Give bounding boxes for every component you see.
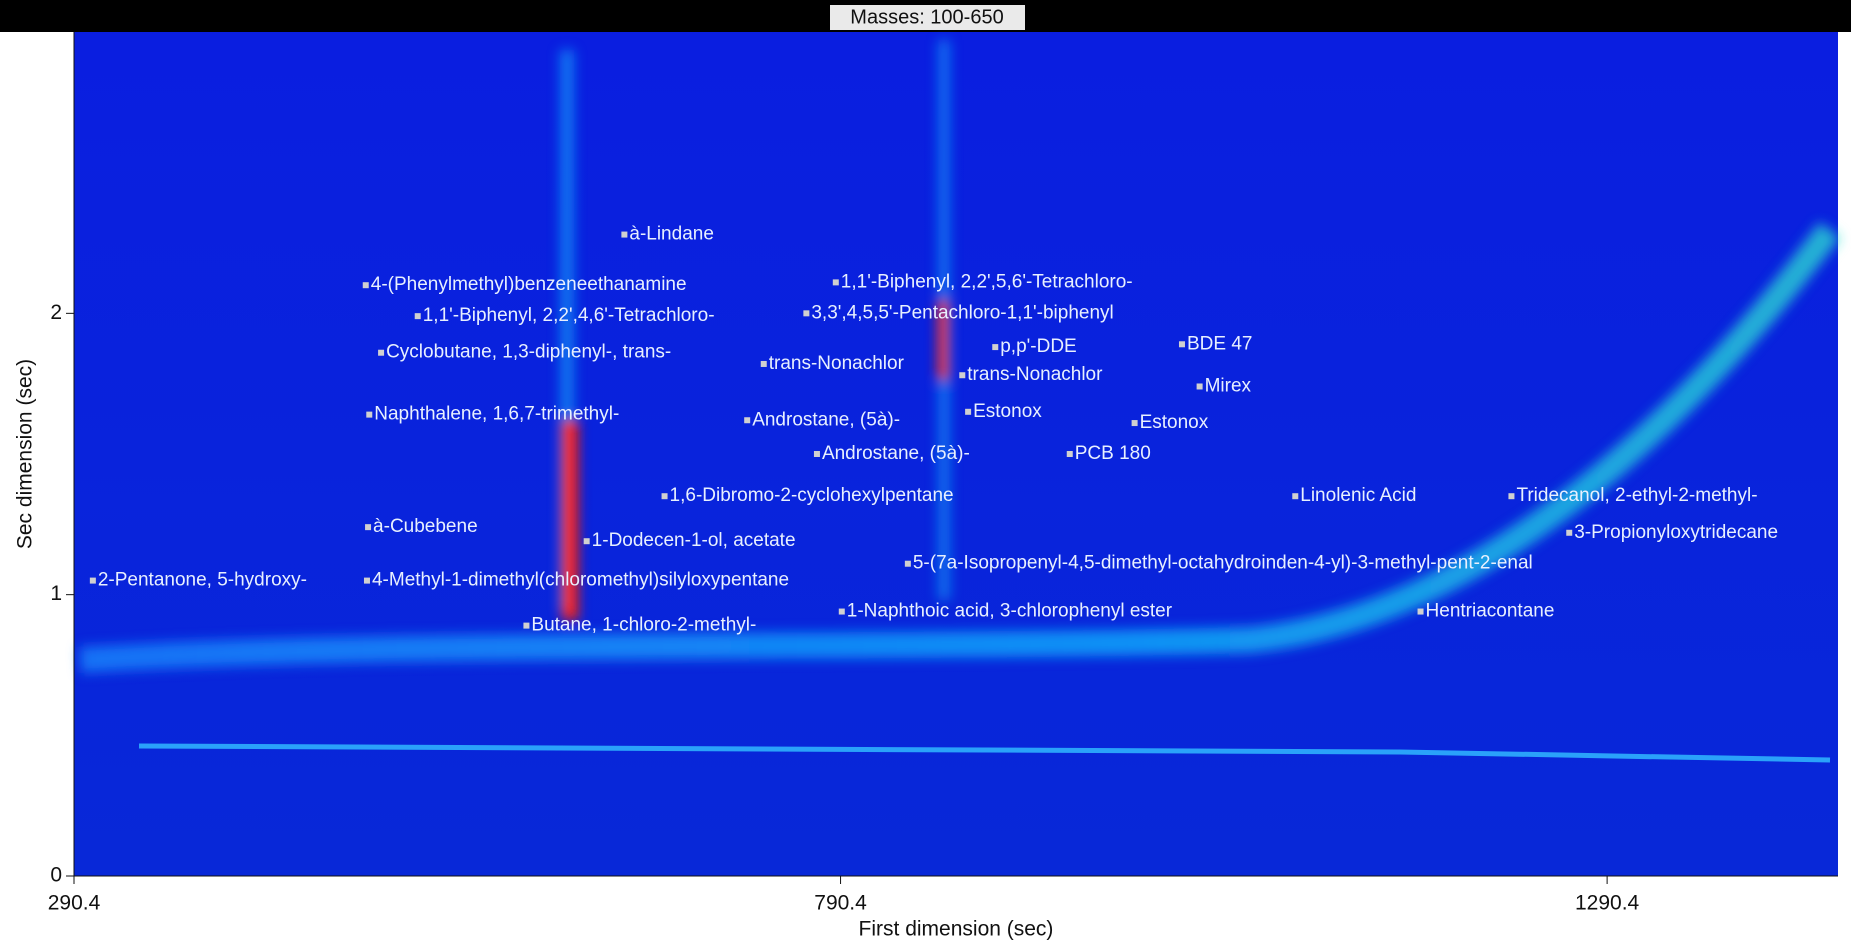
peak-marker — [1132, 420, 1138, 426]
peak-label: 4-(Phenylmethyl)benzeneethanamine — [371, 274, 687, 295]
peak-marker — [378, 350, 384, 356]
peak-marker — [833, 279, 839, 285]
page: Masses: 100-650 Sec dimension (sec) Firs… — [0, 0, 1851, 942]
peak-label: 1,6-Dibromo-2-cyclohexylpentane — [670, 485, 954, 506]
peak-label: 1-Naphthoic acid, 3-chlorophenyl ester — [847, 601, 1173, 622]
peak-marker — [366, 412, 372, 418]
peak-marker — [814, 451, 820, 457]
peak-marker — [744, 417, 750, 423]
x-tick-label: 290.4 — [48, 892, 101, 915]
peak-marker — [584, 538, 590, 544]
peak-marker — [662, 493, 668, 499]
peak-marker — [1067, 451, 1073, 457]
peak-label: Butane, 1-chloro-2-methyl- — [531, 615, 756, 636]
peak-label: Tridecanol, 2-ethyl-2-methyl- — [1516, 485, 1757, 506]
peak-marker — [839, 609, 845, 615]
peak-label: Estonox — [973, 401, 1042, 422]
peak-marker — [905, 561, 911, 567]
y-tick-label: 1 — [50, 582, 62, 605]
peak-label: 2-Pentanone, 5-hydroxy- — [98, 570, 307, 591]
peak-marker — [1197, 383, 1203, 389]
peak-marker — [1566, 530, 1572, 536]
peak-marker — [621, 232, 627, 238]
peak-marker — [1418, 609, 1424, 615]
peak-marker — [803, 310, 809, 316]
peak-label: 1-Dodecen-1-ol, acetate — [592, 530, 796, 551]
peak-label: Hentriacontane — [1426, 601, 1555, 622]
peak-label: 1,1'-Biphenyl, 2,2',4,6'-Tetrachloro- — [423, 305, 715, 326]
peak-label: PCB 180 — [1075, 443, 1151, 464]
peak-marker — [959, 372, 965, 378]
peak-label: Estonox — [1140, 412, 1209, 433]
peak-label: BDE 47 — [1187, 333, 1252, 354]
peak-label: Cyclobutane, 1,3-diphenyl-, trans- — [386, 342, 671, 363]
peak-marker — [992, 344, 998, 350]
peak-marker — [965, 409, 971, 415]
y-axis-title: Sec dimension (sec) — [14, 359, 37, 549]
x-axis-title: First dimension (sec) — [859, 918, 1054, 941]
peak-label: Androstane, (5à)- — [752, 409, 900, 430]
peak-label: à-Lindane — [629, 224, 714, 245]
peak-marker — [1292, 493, 1298, 499]
peak-label: Mirex — [1205, 375, 1252, 396]
peak-marker — [761, 361, 767, 367]
chart: Masses: 100-650 Sec dimension (sec) Firs… — [0, 0, 1851, 942]
peak-label: 3,3',4,5,5'-Pentachloro-1,1'-biphenyl — [811, 302, 1113, 323]
peak-label: 3-Propionyloxytridecane — [1574, 522, 1778, 543]
peak-marker — [365, 524, 371, 530]
peak-label: 4-Methyl-1-dimethyl(chloromethyl)silylox… — [372, 570, 789, 591]
peak-label: 5-(7a-Isopropenyl-4,5-dimethyl-octahydro… — [913, 553, 1533, 574]
peak-marker — [364, 578, 370, 584]
peak-label: p,p'-DDE — [1000, 336, 1076, 357]
peak-marker — [90, 578, 96, 584]
peak-marker — [523, 623, 529, 629]
peak-marker — [1179, 341, 1185, 347]
y-tick-label: 2 — [50, 301, 62, 324]
peak-label: Androstane, (5à)- — [822, 443, 970, 464]
peak-marker — [363, 282, 369, 288]
peak-label: Linolenic Acid — [1300, 485, 1416, 506]
peak-marker — [415, 313, 421, 319]
peak-label: 1,1'-Biphenyl, 2,2',5,6'-Tetrachloro- — [841, 271, 1133, 292]
peak-marker — [1508, 493, 1514, 499]
peak-label: trans-Nonachlor — [769, 353, 905, 374]
x-tick-label: 1290.4 — [1575, 892, 1640, 915]
y-tick-label: 0 — [50, 864, 62, 887]
peak-label: à-Cubebene — [373, 516, 478, 537]
chart-title: Masses: 100-650 — [850, 6, 1003, 28]
peak-label: Naphthalene, 1,6,7-trimethyl- — [374, 404, 619, 425]
peak-label: trans-Nonachlor — [967, 364, 1103, 385]
x-tick-label: 790.4 — [814, 892, 867, 915]
